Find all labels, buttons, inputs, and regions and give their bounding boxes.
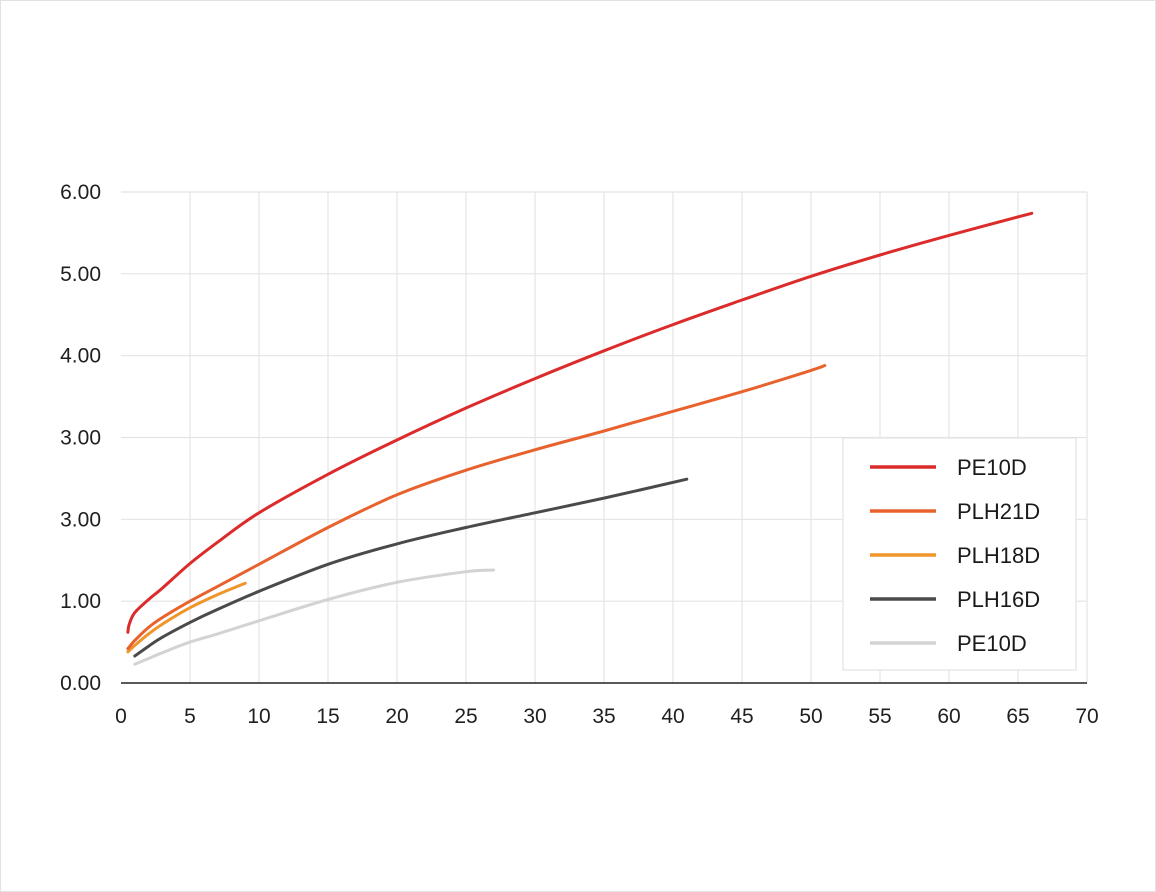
legend-label: PLH21D <box>957 499 1040 524</box>
y-tick-label: 6.00 <box>60 181 101 204</box>
y-tick-labels: 0.00 1.00 3.00 3.00 4.00 5.00 6.00 <box>60 181 101 695</box>
x-tick-label: 70 <box>1075 705 1098 728</box>
x-tick-label: 50 <box>799 705 822 728</box>
series-line-2 <box>126 364 827 651</box>
y-tick-label: 3.00 <box>60 427 101 450</box>
series-line-3 <box>126 581 247 654</box>
x-tick-label: 65 <box>1006 705 1029 728</box>
x-tick-label: 45 <box>730 705 753 728</box>
x-tick-label: 25 <box>454 705 477 728</box>
x-tick-label: 30 <box>523 705 546 728</box>
series-line-1 <box>126 211 1034 634</box>
y-tick-label: 0.00 <box>60 672 101 695</box>
y-tick-label: 1.00 <box>60 590 101 613</box>
x-tick-label: 10 <box>247 705 270 728</box>
y-tick-label: 4.00 <box>60 345 101 368</box>
x-tick-labels: 0 5 10 15 20 25 30 35 40 45 50 55 60 65 70 <box>115 705 1099 728</box>
x-tick-label: 5 <box>184 705 196 728</box>
legend-label: PE10D <box>957 631 1027 656</box>
legend-label: PLH18D <box>957 543 1040 568</box>
x-tick-label: 0 <box>115 705 127 728</box>
x-tick-label: 20 <box>385 705 408 728</box>
y-tick-label: 3.00 <box>60 508 101 531</box>
x-tick-label: 60 <box>937 705 960 728</box>
x-tick-label: 35 <box>592 705 615 728</box>
series-line-4 <box>133 477 689 658</box>
x-tick-label: 40 <box>661 705 684 728</box>
x-tick-label: 55 <box>868 705 891 728</box>
legend-label: PLH16D <box>957 587 1040 612</box>
series-line-5 <box>133 568 496 666</box>
series-lines <box>126 211 1034 666</box>
legend: PE10D PLH21D PLH18D PLH16D PE10D <box>842 437 1077 671</box>
y-tick-label: 5.00 <box>60 263 101 286</box>
legend-label: PE10D <box>957 455 1027 480</box>
x-tick-label: 15 <box>316 705 339 728</box>
